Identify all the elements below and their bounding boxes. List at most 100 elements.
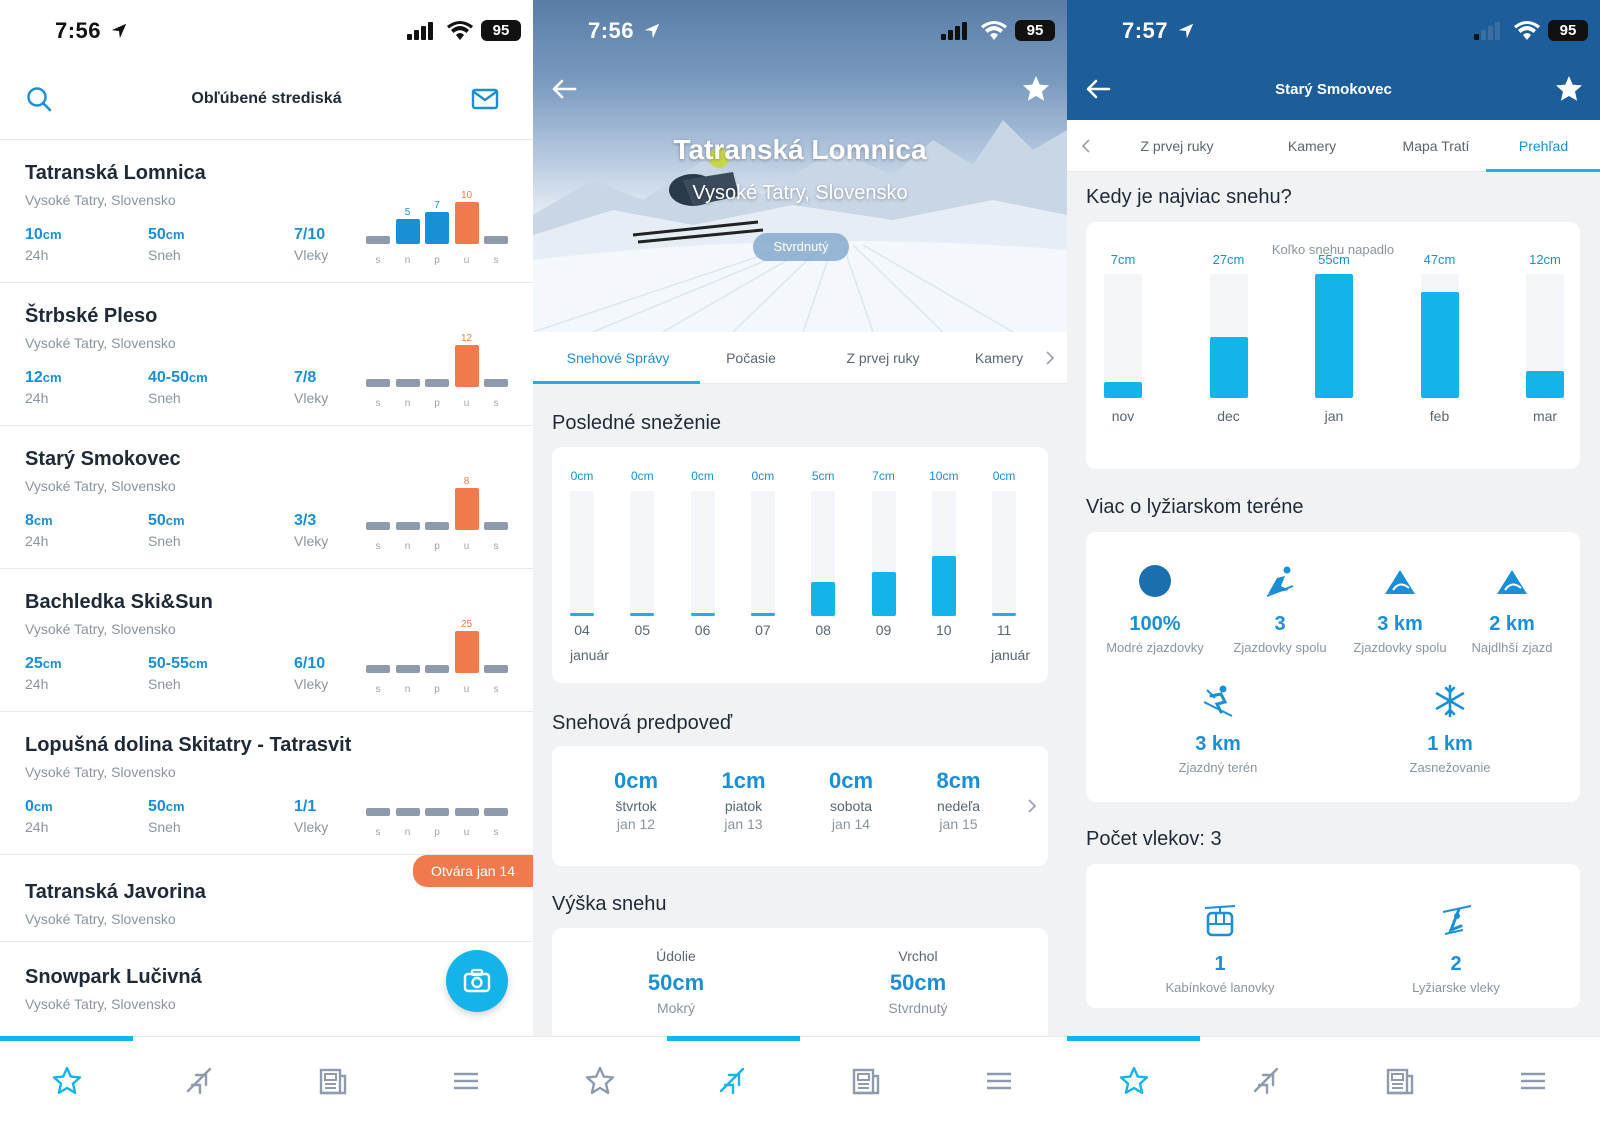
nav-menu-icon[interactable]: [983, 1065, 1015, 1097]
resort-item[interactable]: Štrbské Pleso Vysoké Tatry, Slovensko 12cm…: [0, 283, 533, 426]
monthly-month-label: nov: [1111, 408, 1135, 424]
nav-resorts-skier-icon[interactable]: [717, 1065, 749, 1097]
tab-cameras[interactable]: Kamery: [1287, 138, 1337, 154]
nav-news-icon[interactable]: [850, 1065, 882, 1097]
chevron-right-icon[interactable]: [1043, 350, 1057, 366]
nav-resorts-skier-icon[interactable]: [1251, 1065, 1283, 1097]
stat-snow: 50cm Sneh: [148, 798, 185, 835]
nav-news-icon[interactable]: [1384, 1065, 1416, 1097]
snowfall-bar-track: [931, 491, 956, 616]
stat-24h: 25cm 24h: [25, 655, 62, 692]
stat-lifts: 7/10 Vleky: [294, 226, 328, 263]
lifts-card: 1 Kabínkové lanovky 2 Lyžiarske vleky: [1086, 864, 1580, 1008]
back-arrow-icon[interactable]: [551, 76, 577, 102]
mini-bar: [454, 345, 479, 387]
stat-value: 50cm: [148, 512, 185, 530]
stat-unit: cm: [165, 799, 185, 814]
favorites-header: Obľúbené strediská: [0, 62, 533, 140]
stat-label: 24h: [25, 390, 49, 406]
resort-item[interactable]: Lopušná dolina Skitatry - Tatrasvit Vysok…: [0, 712, 533, 855]
resort-item-lucivna[interactable]: Snowpark Lučivná Vysoké Tatry, Slovensko: [0, 942, 533, 1036]
resort-item[interactable]: Bachledka Ski&Sun Vysoké Tatry, Slovensko…: [0, 569, 533, 712]
chevron-right-icon[interactable]: [1026, 798, 1038, 814]
resort-name: Lopušná dolina Skitatry - Tatrasvit: [25, 734, 352, 756]
search-icon[interactable]: [26, 86, 52, 112]
monthly-bar-track: [1526, 274, 1564, 398]
resort-name: Tatranská Lomnica: [25, 162, 206, 184]
forecast-weekday: štvrtok: [615, 798, 657, 814]
terrain-total-runs: 3 Zjazdovky spolu: [1220, 564, 1340, 655]
status-bar: 7:56 95: [0, 0, 533, 62]
camera-icon: [463, 968, 491, 993]
stat-snow: 50-55cm Sneh: [148, 655, 208, 692]
stat-label: Sneh: [148, 247, 181, 263]
tab-weather[interactable]: Počasie: [726, 350, 776, 366]
resort-name: Bachledka Ski&Sun: [25, 591, 213, 613]
terrain-value: 2 km: [1489, 613, 1535, 635]
camera-button[interactable]: [446, 950, 508, 1012]
snowfall-day-label: 10: [936, 622, 952, 638]
mini-bar: [366, 236, 390, 244]
mini-day-label: s: [375, 684, 381, 695]
tab-overview[interactable]: Prehľad: [1518, 138, 1569, 154]
tab-cameras[interactable]: Kamery: [974, 350, 1024, 366]
terrain-value: 3 km: [1195, 733, 1241, 755]
chevron-left-icon[interactable]: [1079, 138, 1093, 154]
resort-item[interactable]: Tatranská Lomnica Vysoké Tatry, Slovensko…: [0, 140, 533, 283]
page-title: Obľúbené strediská: [191, 90, 342, 107]
nav-menu-icon[interactable]: [450, 1065, 482, 1097]
nav-resorts-skier-icon[interactable]: [184, 1065, 216, 1097]
tab-trail-map[interactable]: Mapa Tratí: [1402, 138, 1470, 154]
wifi-icon: [447, 21, 473, 40]
mini-snow-chart: s n p 25 u s: [366, 617, 508, 703]
snow-forecast-title: Snehová predpoveď: [552, 712, 733, 734]
snowfall-day-label: 08: [815, 622, 831, 638]
tab-snow-reports[interactable]: Snehové Správy: [566, 350, 670, 366]
resort-item-javorina[interactable]: Otvára jan 14 Tatranská Javorina Vysoké …: [0, 855, 533, 942]
resort-item[interactable]: Starý Smokovec Vysoké Tatry, Slovensko 8cm…: [0, 426, 533, 569]
tab-first-hand[interactable]: Z prvej ruky: [1140, 138, 1214, 154]
mini-day-label: s: [375, 827, 381, 838]
stat-number: 50-55: [148, 655, 189, 672]
back-arrow-icon[interactable]: [1085, 76, 1111, 102]
forecast-value: 0cm: [828, 768, 874, 793]
resort-name: Tatranská Javorina: [25, 881, 206, 903]
mini-day-label: u: [463, 684, 470, 695]
mini-bar-value: 7: [434, 200, 440, 211]
terrain-label: Najdlhší zjazd: [1471, 640, 1553, 655]
stat-number: 12: [25, 369, 43, 386]
mini-snow-chart: s n p 12 u s: [366, 331, 508, 417]
nav-favorites-star-icon[interactable]: [51, 1065, 83, 1097]
stat-label: 24h: [25, 533, 49, 549]
mini-day-label: s: [493, 827, 499, 838]
monthly-month-label: dec: [1217, 408, 1240, 424]
stat-lifts: 7/8 Vleky: [294, 369, 328, 406]
nav-favorites-star-icon[interactable]: [1118, 1065, 1150, 1097]
bottom-navigation: [533, 1036, 1067, 1129]
most-snow-title: Kedy je najviac snehu?: [1086, 186, 1292, 208]
stat-value: 6/10: [294, 655, 328, 673]
snowfall-bar-track: [811, 491, 836, 616]
terrain-skiable: 3 km Zjazdný terén: [1158, 684, 1278, 775]
favorite-star-icon[interactable]: [1021, 74, 1051, 104]
mini-day-label: p: [434, 255, 440, 266]
nav-news-icon[interactable]: [317, 1065, 349, 1097]
snowfall-bar: [750, 613, 775, 616]
nav-favorites-star-icon[interactable]: [584, 1065, 616, 1097]
snowfall-bar: [690, 613, 715, 616]
snowfall-bar: [630, 613, 655, 616]
tab-first-hand[interactable]: Z prvej ruky: [846, 350, 920, 366]
mini-day-label: n: [404, 684, 411, 695]
forecast-value: 1cm: [721, 768, 766, 793]
mail-icon[interactable]: [471, 87, 499, 111]
page-title: Starý Smokovec: [1275, 81, 1392, 98]
stat-label: 24h: [25, 676, 49, 692]
stat-number: 0: [25, 798, 34, 815]
nav-menu-icon[interactable]: [1517, 1065, 1549, 1097]
snow-forecast-card[interactable]: 0cm štvrtok jan 12 1cm piatok jan 13 0cm sobota…: [552, 746, 1048, 866]
favorite-star-icon[interactable]: [1554, 74, 1584, 104]
stat-unit: cm: [42, 227, 62, 242]
forecast-weekday: nedeľa: [936, 798, 980, 814]
snowfall-bar-track: [690, 491, 715, 616]
